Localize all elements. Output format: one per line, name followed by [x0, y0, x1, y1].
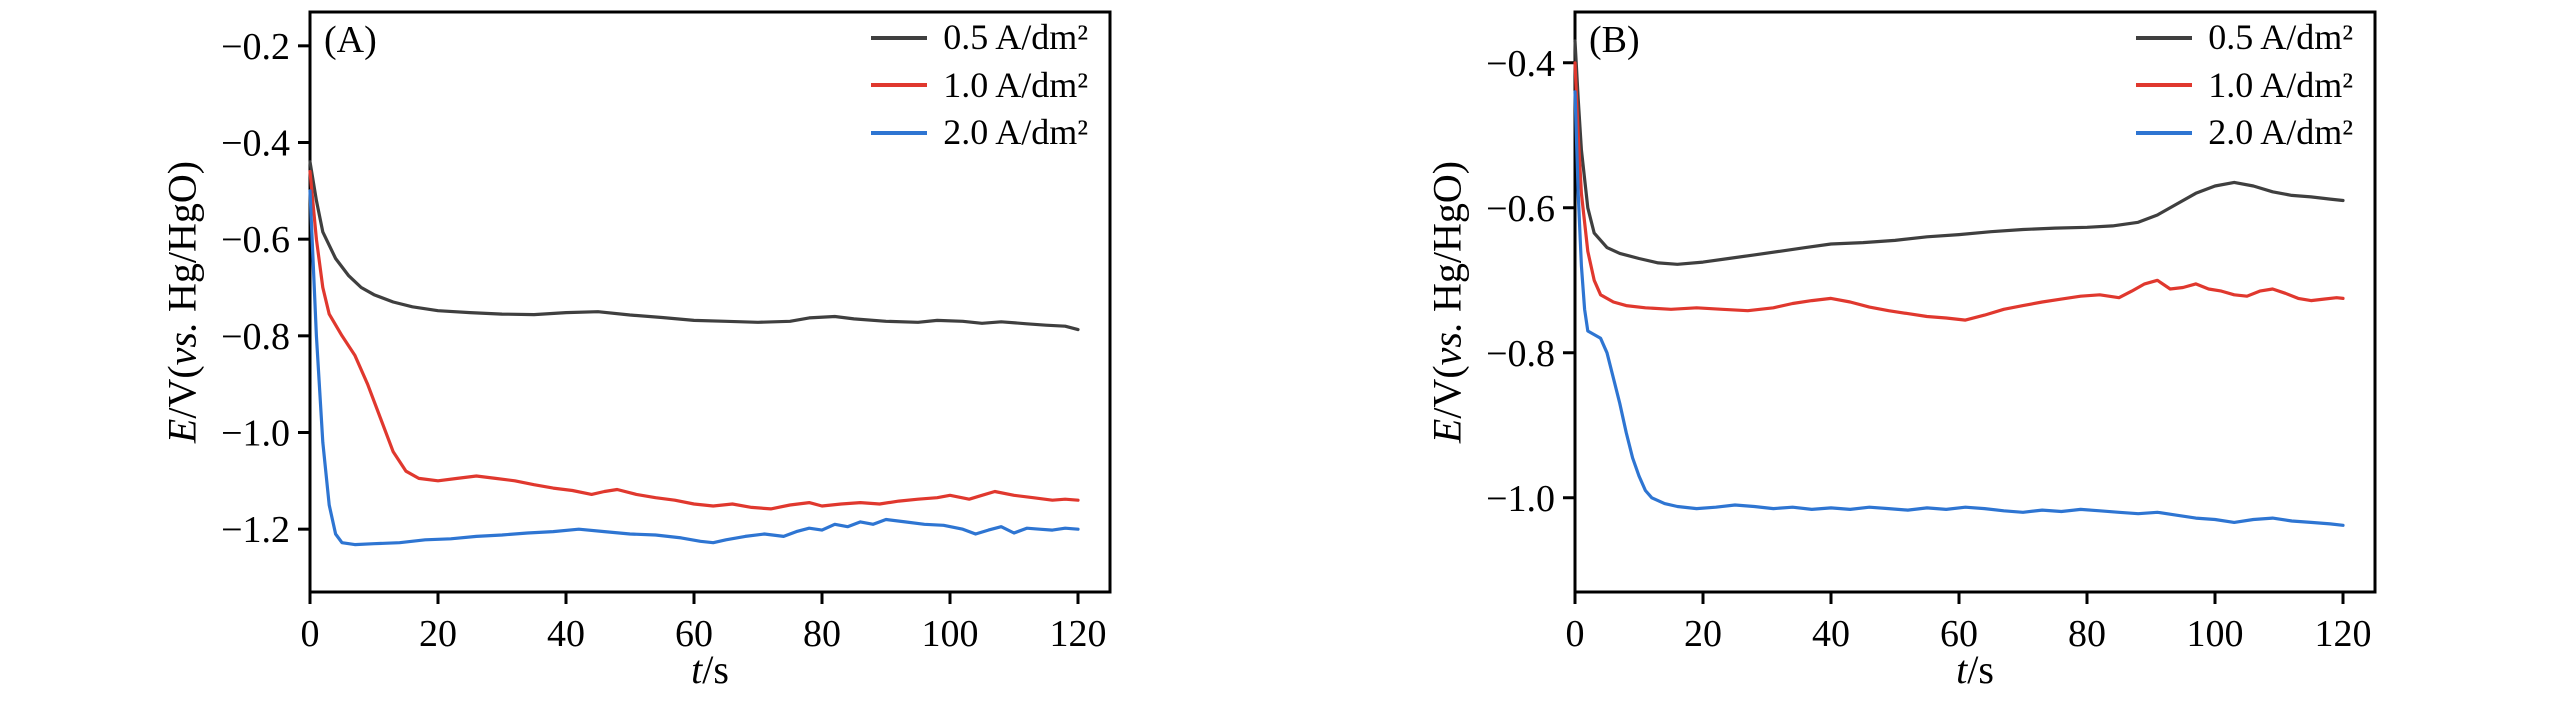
y-tick-label: −0.4 [221, 123, 290, 165]
plot-svg-b: 0 20 40 60 80 100 120 −0.4 −0.6 −0.8 −1.0 [1486, 10, 2377, 655]
figure-panel-b: 0 20 40 60 80 100 120 −0.4 −0.6 −0.8 −1.0 (B) 0.5 … [1405, 0, 2445, 709]
legend-item: 0.5 A/dm² [2136, 17, 2353, 58]
y-tick-label: −1.0 [1486, 478, 1555, 520]
series-line-0 [308, 160, 1080, 332]
x-tick-label: 40 [547, 613, 585, 655]
legend-line-swatch [871, 83, 928, 88]
legend-line-swatch [2136, 130, 2193, 135]
x-tick-label: 80 [803, 613, 841, 655]
legend-b: 0.5 A/dm² 1.0 A/dm² 2.0 A/dm² [2136, 17, 2353, 153]
y-tick-label: −1.0 [221, 413, 290, 455]
series-line-1 [1573, 61, 2345, 322]
panel-label-a: (A) [324, 19, 377, 61]
y-tick-label: −0.6 [1486, 188, 1555, 230]
legend-label: 1.0 A/dm² [2208, 64, 2353, 105]
y-tick-label: −0.2 [221, 26, 290, 68]
x-tick-label: 60 [675, 613, 713, 655]
legend-label: 2.0 A/dm² [2208, 112, 2353, 153]
series-line-2 [308, 189, 1080, 547]
legend-line-swatch [871, 35, 928, 40]
plot-frame [1573, 10, 2377, 594]
y-axis-label: E/V(vs. Hg/HgO) [1424, 160, 1470, 444]
y-tick-label: −0.8 [1486, 333, 1555, 375]
legend-label: 0.5 A/dm² [2208, 17, 2353, 57]
y-tick-label: −0.6 [221, 219, 290, 261]
legend-item: 2.0 A/dm² [871, 113, 1088, 153]
legend-label: 2.0 A/dm² [943, 112, 1088, 153]
legend-line-swatch [871, 130, 928, 135]
legend-item: 1.0 A/dm² [2136, 64, 2353, 106]
x-tick-label: 0 [301, 613, 320, 655]
series-line-0 [1573, 39, 2345, 266]
y-tick-label: −1.2 [221, 509, 290, 551]
x-tick-label: 100 [922, 613, 979, 655]
series-line-2 [1573, 90, 2345, 527]
y-tick-label: −0.4 [1486, 43, 1555, 85]
legend-line-swatch [2136, 35, 2193, 40]
legend-line-swatch [2136, 83, 2193, 88]
x-tick-label: 60 [1940, 613, 1978, 655]
figure-panel-a: 0 20 40 60 80 100 120 −0.2 −0.4 −0.6 −0.8 −1.0 −1.2 … [140, 0, 1180, 709]
x-tick-label: 0 [1566, 613, 1585, 655]
y-tick-label: −0.8 [221, 316, 290, 358]
legend-label: 0.5 A/dm² [943, 17, 1088, 57]
x-axis-label: t/s [691, 647, 729, 692]
series-line-1 [308, 169, 1080, 511]
x-tick-label: 40 [1812, 613, 1850, 655]
legend-item: 2.0 A/dm² [2136, 113, 2353, 153]
panel-label-b: (B) [1589, 19, 1640, 61]
x-tick-label: 120 [1050, 613, 1107, 655]
plot-svg-a: 0 20 40 60 80 100 120 −0.2 −0.4 −0.6 −0.8 −1.0 −1.2 [221, 10, 1112, 655]
x-axis-label: t/s [1956, 647, 1994, 692]
y-axis-label: E/V(vs. Hg/HgO) [159, 160, 205, 444]
x-tick-label: 120 [2315, 613, 2372, 655]
x-tick-label: 80 [2068, 613, 2106, 655]
legend-item: 0.5 A/dm² [871, 17, 1088, 58]
legend-label: 1.0 A/dm² [943, 64, 1088, 105]
x-tick-label: 100 [2187, 613, 2244, 655]
legend-item: 1.0 A/dm² [871, 64, 1088, 106]
legend-a: 0.5 A/dm² 1.0 A/dm² 2.0 A/dm² [871, 17, 1088, 153]
x-tick-label: 20 [419, 613, 457, 655]
x-tick-label: 20 [1684, 613, 1722, 655]
plot-frame [308, 10, 1112, 594]
